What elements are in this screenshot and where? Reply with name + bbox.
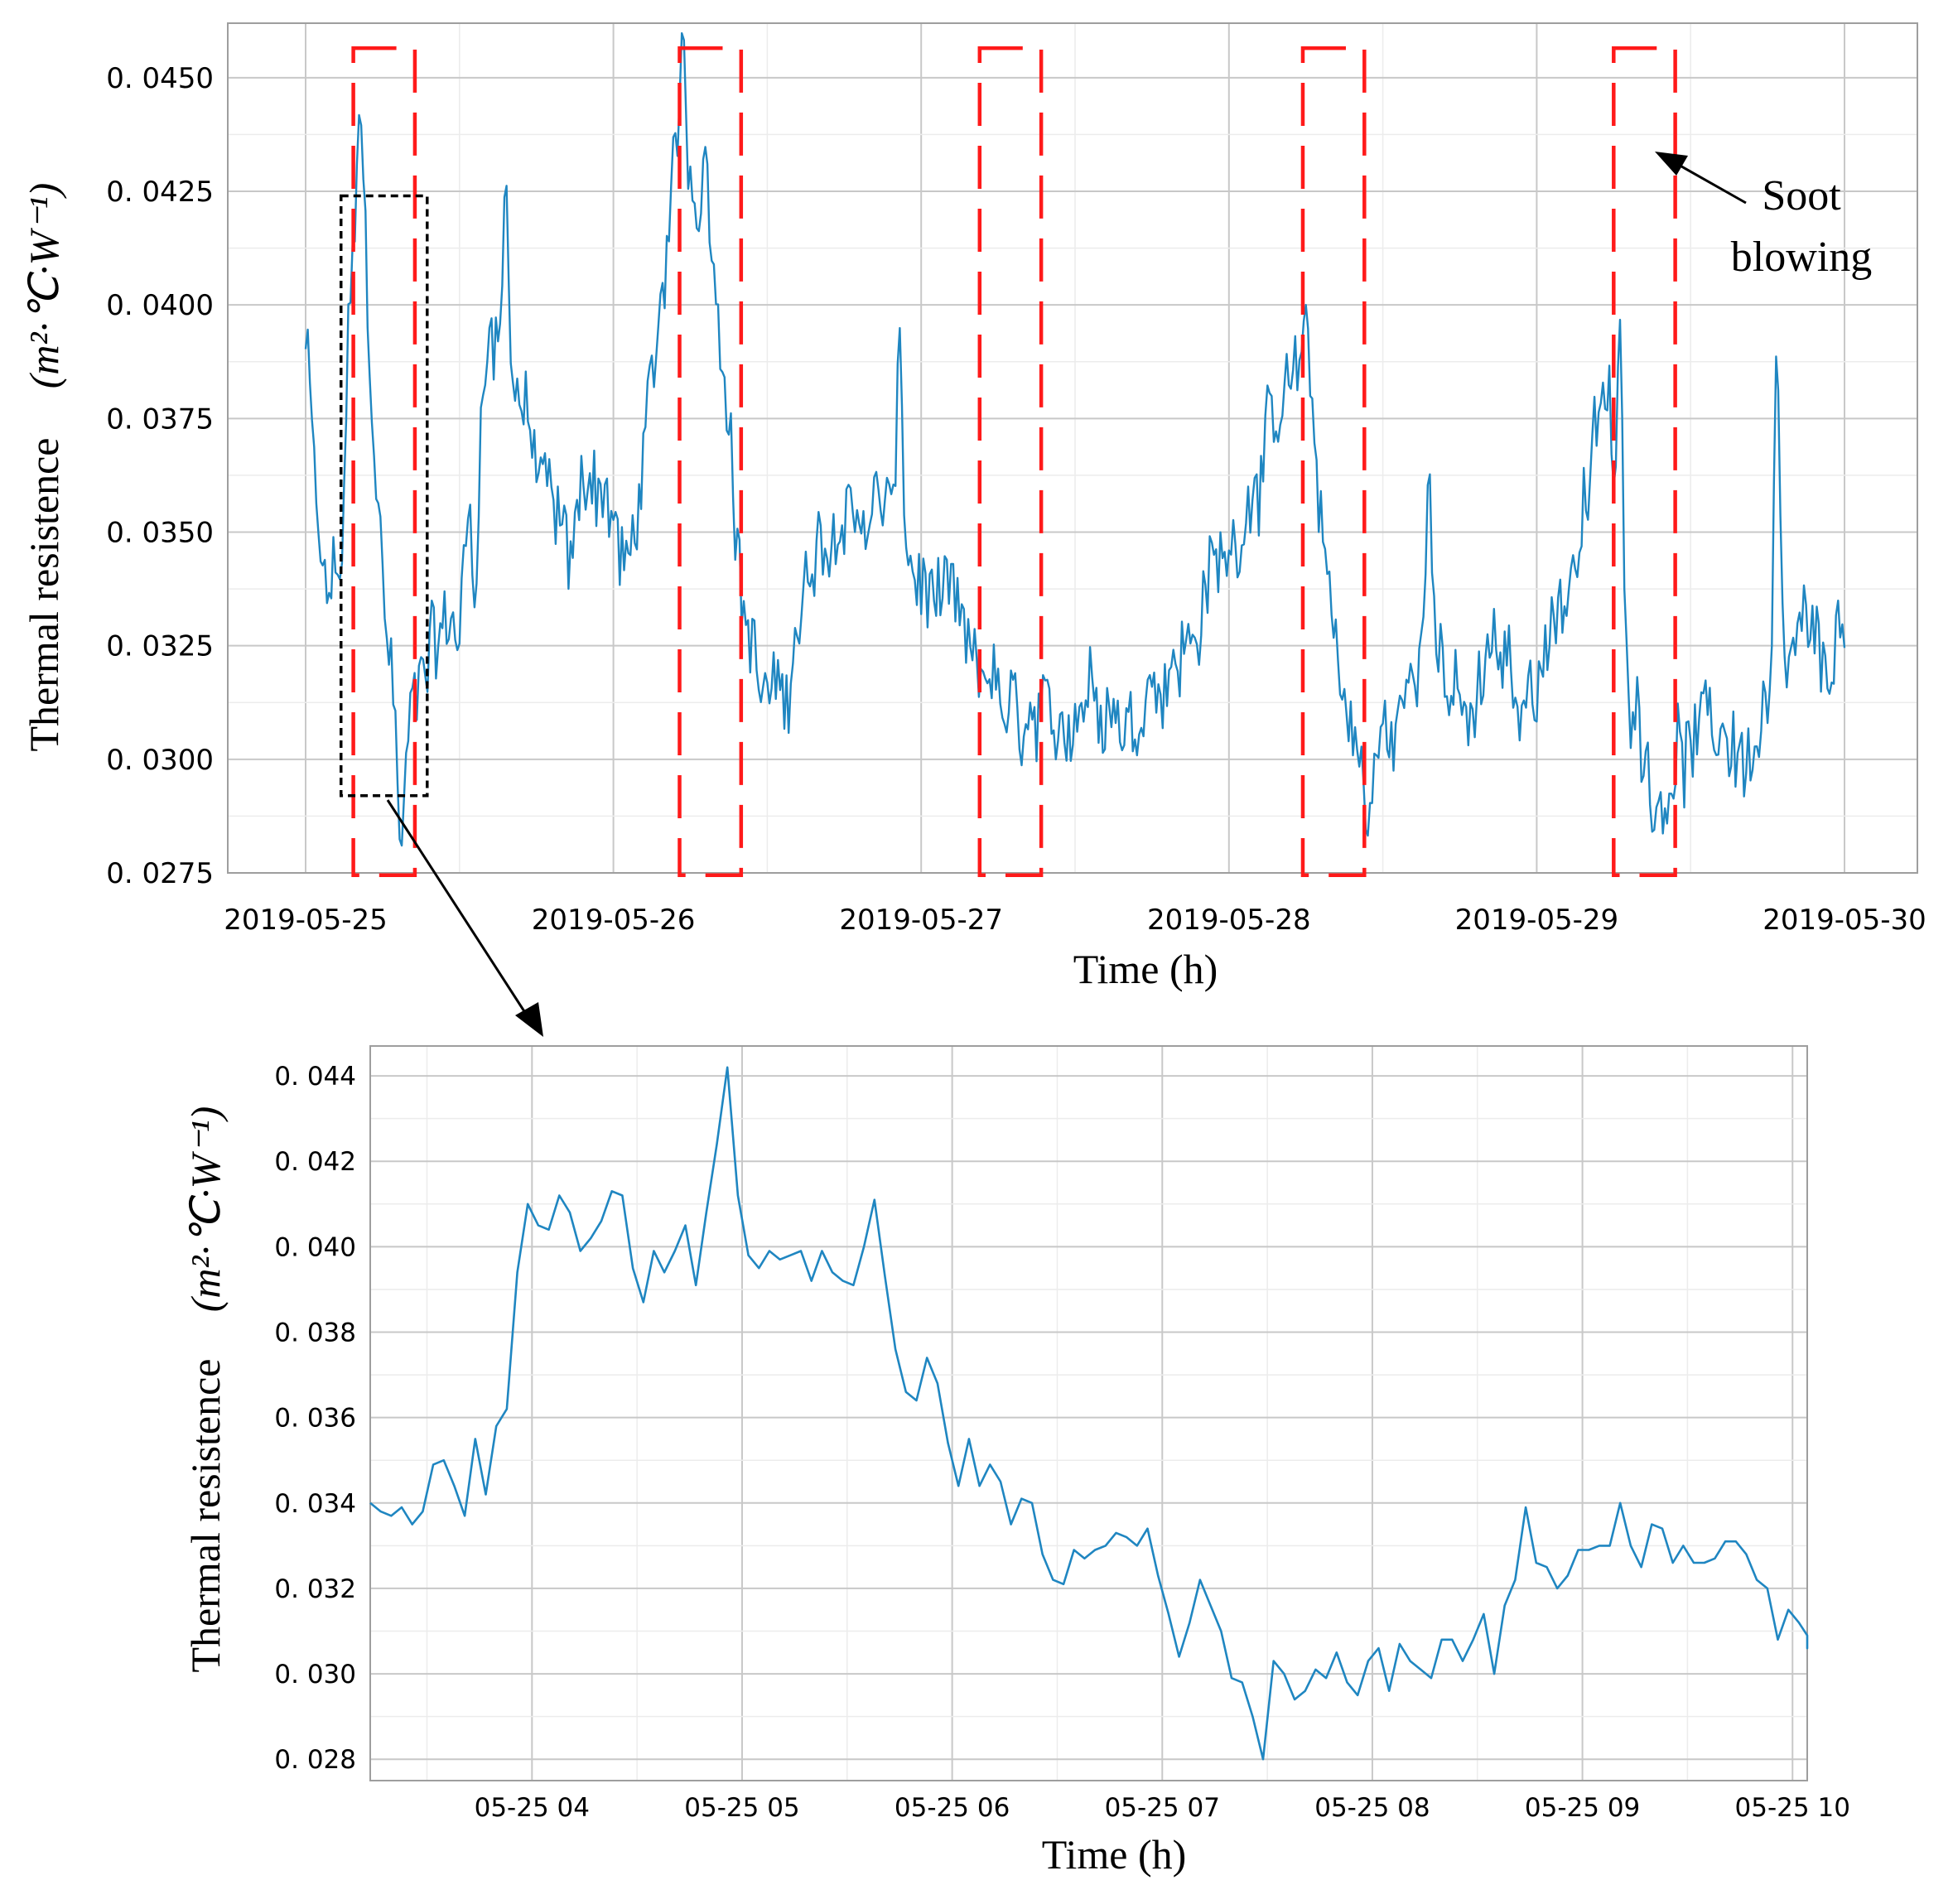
soot-arrow bbox=[1655, 152, 1747, 205]
soot-blowing-boxes bbox=[351, 46, 1677, 877]
bottom-x-tick-label: 05-25 04 bbox=[475, 1793, 590, 1823]
top-y-tick-label: 0. 0350 bbox=[106, 517, 214, 550]
bottom-y-tick-label: 0. 032 bbox=[274, 1574, 356, 1604]
bottom-gridlines bbox=[370, 1046, 1807, 1781]
top-y-tick-label: 0. 0300 bbox=[106, 744, 214, 777]
soot-blowing-box bbox=[351, 46, 417, 877]
zoom-arrow-head bbox=[515, 1002, 543, 1037]
soot-label-line2: blowing bbox=[1731, 234, 1872, 281]
top-series-line bbox=[304, 31, 1846, 847]
bottom-x-tick-label: 05-25 08 bbox=[1314, 1793, 1430, 1823]
bottom-chart: 0. 028 0. 030 0. 032 0. 034 0. 036 0. 038 0. 0… bbox=[182, 1045, 1850, 1877]
top-y-tick-label: 0. 0275 bbox=[106, 857, 214, 890]
bottom-y-tick-label: 0. 036 bbox=[274, 1404, 356, 1434]
bottom-y-tick-label: 0. 030 bbox=[274, 1660, 356, 1689]
bottom-y-tick-label: 0. 034 bbox=[274, 1489, 356, 1519]
top-y-axis-title-text: Thermal resistence bbox=[21, 438, 67, 752]
bottom-series-line bbox=[369, 1066, 1809, 1761]
top-x-tick-label: 2019-05-30 bbox=[1763, 904, 1926, 937]
soot-blowing-box bbox=[977, 46, 1044, 877]
zoom-region-box bbox=[339, 194, 429, 798]
top-y-tick-label: 0. 0450 bbox=[106, 62, 214, 95]
zoom-arrow-shaft bbox=[386, 799, 532, 1021]
top-x-tick-label: 2019-05-29 bbox=[1455, 904, 1619, 937]
bottom-y-tick-label: 0. 044 bbox=[274, 1062, 356, 1092]
soot-blowing-box bbox=[1300, 46, 1367, 877]
soot-label-line1: Soot bbox=[1762, 172, 1841, 219]
top-chart: 0. 0275 0. 0300 0. 0325 0. 0350 0. 0375 0. 04… bbox=[21, 22, 1926, 1037]
top-x-tick-label: 2019-05-25 bbox=[224, 904, 388, 937]
top-y-tick-label: 0. 0425 bbox=[106, 176, 214, 209]
bottom-y-tick-labels: 0. 028 0. 030 0. 032 0. 034 0. 036 0. 038 0. 0… bbox=[274, 1062, 356, 1775]
bottom-x-tick-label: 05-25 09 bbox=[1525, 1793, 1640, 1823]
top-plot-frame bbox=[227, 22, 1918, 874]
zoom-arrow bbox=[386, 799, 543, 1037]
top-x-tick-label: 2019-05-26 bbox=[532, 904, 696, 937]
bottom-y-tick-label: 0. 038 bbox=[274, 1318, 356, 1348]
bottom-x-tick-label: 05-25 07 bbox=[1105, 1793, 1220, 1823]
top-y-tick-labels: 0. 0275 0. 0300 0. 0325 0. 0350 0. 0375 0. 04… bbox=[106, 62, 214, 890]
soot-arrow-head bbox=[1655, 152, 1688, 176]
top-x-tick-label: 2019-05-27 bbox=[839, 904, 1003, 937]
bottom-y-tick-label: 0. 042 bbox=[274, 1147, 356, 1177]
bottom-x-axis-title: Time (h) bbox=[1042, 1831, 1187, 1877]
top-y-tick-label: 0. 0325 bbox=[106, 630, 214, 663]
top-y-tick-label: 0. 0375 bbox=[106, 402, 214, 436]
bottom-y-axis-title-text: Thermal resistence bbox=[182, 1359, 229, 1673]
soot-blowing-label: Soot blowing bbox=[1731, 172, 1872, 281]
top-x-axis-title: Time (h) bbox=[1073, 946, 1218, 992]
top-x-tick-label: 2019-05-28 bbox=[1147, 904, 1311, 937]
top-y-axis-title: Thermal resistence (m²·℃·W⁻¹) bbox=[21, 183, 67, 752]
top-y-tick-label: 0. 0400 bbox=[106, 289, 214, 322]
bottom-x-tick-labels: 05-25 04 05-25 05 05-25 06 05-25 07 05-25 08… bbox=[475, 1793, 1850, 1823]
soot-arrow-shaft bbox=[1676, 162, 1747, 205]
soot-blowing-box bbox=[1612, 46, 1677, 877]
top-y-axis-unit: (m²·℃·W⁻¹) bbox=[21, 183, 67, 389]
bottom-x-tick-label: 05-25 05 bbox=[684, 1793, 799, 1823]
soot-blowing-box bbox=[678, 46, 744, 877]
bottom-y-tick-label: 0. 040 bbox=[274, 1232, 356, 1262]
bottom-x-tick-label: 05-25 06 bbox=[895, 1793, 1010, 1823]
bottom-y-tick-label: 0. 028 bbox=[274, 1745, 356, 1775]
bottom-x-tick-label: 05-25 10 bbox=[1735, 1793, 1850, 1823]
top-x-tick-labels: 2019-05-25 2019-05-26 2019-05-27 2019-05-28… bbox=[224, 904, 1926, 937]
bottom-y-axis-unit: (m²·℃·W⁻¹) bbox=[182, 1106, 229, 1313]
bottom-plot-frame bbox=[369, 1045, 1808, 1781]
bottom-y-axis-title: Thermal resistence (m²·℃·W⁻¹) bbox=[182, 1106, 229, 1673]
